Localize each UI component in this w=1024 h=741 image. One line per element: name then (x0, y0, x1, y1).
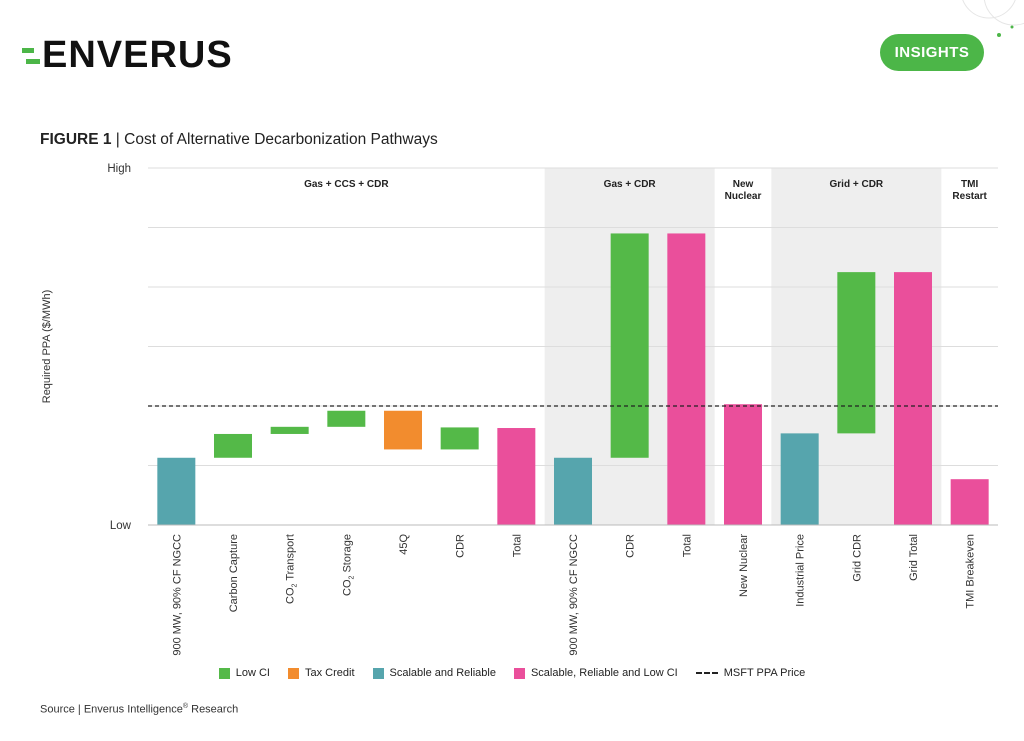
figure-title: FIGURE 1 | Cost of Alternative Decarboni… (40, 131, 438, 149)
group-label: New (733, 179, 754, 190)
group-label: Restart (952, 191, 987, 202)
y-tick-label: Low (110, 520, 132, 532)
x-tick-label: CO2 Transport (285, 534, 299, 604)
logo-text: ENVERUS (42, 34, 233, 76)
x-tick-label: Grid Total (908, 534, 920, 581)
legend-item: Scalable, Reliable and Low CI (513, 667, 678, 679)
legend-label: Tax Credit (305, 667, 355, 679)
bar (157, 457, 196, 525)
x-tick-label: Total (681, 534, 693, 557)
source-text: Source | Enverus Intelligence (40, 703, 183, 716)
source-text-end: Research (188, 703, 239, 716)
x-tick-label: Industrial Price (795, 534, 807, 607)
group-label: Gas + CCS + CDR (304, 179, 389, 190)
x-tick-label: 45Q (398, 534, 410, 555)
figure-separator: | (111, 131, 125, 148)
bar (554, 457, 592, 525)
bar (327, 410, 366, 427)
x-tick-label: Total (511, 534, 523, 557)
x-tick-label: Carbon Capture (228, 534, 240, 612)
group-label: TMI (961, 179, 978, 190)
legend-label: Scalable and Reliable (389, 667, 496, 679)
x-tick-label: Grid CDR (851, 534, 863, 582)
legend-label: Low CI (235, 667, 270, 679)
bar (270, 426, 309, 434)
bar (440, 427, 479, 450)
enverus-logo: ENVERUS (22, 34, 233, 77)
insights-badge[interactable]: INSIGHTS (880, 34, 984, 71)
figure-label: FIGURE 1 (40, 131, 112, 148)
y-tick-label: High (107, 163, 131, 175)
group-label: Nuclear (725, 191, 762, 202)
x-tick-label: CDR (455, 534, 467, 558)
bar (724, 404, 762, 525)
legend-item: Tax Credit (288, 667, 355, 679)
legend-swatch (288, 667, 299, 679)
bar (837, 272, 876, 434)
legend-label: Scalable, Reliable and Low CI (530, 667, 678, 679)
legend-swatch (372, 667, 384, 679)
bar (667, 233, 706, 525)
bar (497, 428, 536, 525)
legend-item: Scalable and Reliable (372, 667, 496, 679)
source-note: Source | Enverus Intelligence® Research (40, 703, 238, 716)
bar (610, 233, 649, 458)
legend-item: Low CI (218, 667, 270, 679)
y-axis-label: Required PPA ($/MWh) (41, 290, 53, 404)
bar (950, 479, 989, 525)
legend-label: MSFT PPA Price (723, 667, 806, 679)
legend-swatch (218, 667, 230, 679)
figure-title-text: Cost of Alternative Decarbonization Path… (124, 131, 438, 148)
group-label: Grid + CDR (830, 179, 884, 190)
legend-swatch (695, 672, 718, 674)
legend-swatch (513, 667, 525, 679)
group-label: Gas + CDR (604, 179, 657, 190)
x-tick-label: 900 MW, 90% CF NGCC (568, 534, 580, 656)
x-tick-label: 900 MW, 90% CF NGCC (171, 534, 183, 656)
bar (384, 410, 422, 450)
registered-mark: ® (182, 703, 189, 710)
x-tick-label: CO2 Storage (341, 534, 355, 596)
decorative-circles-icon (962, 0, 1024, 37)
chart-legend: Low CI Tax Credit Scalable and Reliable Sca… (0, 667, 1024, 679)
logo-mark-icon (22, 38, 40, 74)
bar (780, 433, 819, 525)
legend-item: MSFT PPA Price (695, 667, 806, 679)
bar (214, 433, 252, 458)
x-tick-label: CDR (625, 534, 637, 558)
x-tick-label: TMI Breakeven (965, 534, 977, 609)
bar (894, 272, 932, 525)
x-tick-label: New Nuclear (738, 534, 750, 597)
